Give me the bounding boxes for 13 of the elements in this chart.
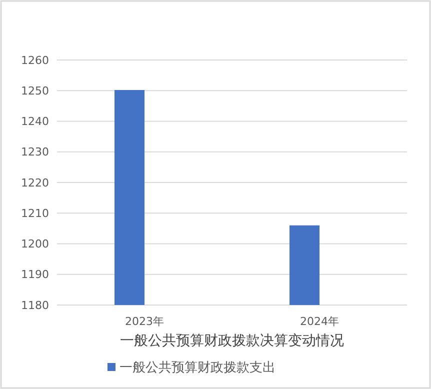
y-tick-label: 1190: [21, 268, 49, 282]
x-tick-label: 2024年: [300, 315, 339, 328]
x-tick-label: 2023年: [125, 315, 164, 328]
y-tick-label: 1180: [21, 298, 49, 312]
legend-label: 一般公共预算财政拨款支出: [120, 360, 276, 376]
y-tick-label: 1220: [21, 176, 49, 190]
y-tick-label: 1210: [21, 206, 49, 220]
y-tick-label: 1230: [21, 146, 49, 159]
y-tick-label: 1250: [21, 84, 49, 98]
y-tick-label: 1260: [21, 54, 49, 67]
x-axis-title: 一般公共预算财政拨款决算变动情况: [120, 333, 344, 349]
y-tick-label: 1200: [21, 238, 49, 251]
y-tick-label: 1240: [21, 115, 49, 128]
